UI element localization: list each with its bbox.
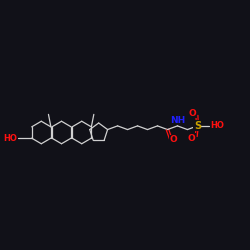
Text: O: O xyxy=(188,134,196,143)
Text: NH: NH xyxy=(170,116,185,125)
Text: HO: HO xyxy=(3,134,17,142)
Text: S: S xyxy=(194,121,201,131)
Text: HO: HO xyxy=(211,122,224,130)
Text: O: O xyxy=(170,136,177,144)
Text: O: O xyxy=(188,109,196,118)
